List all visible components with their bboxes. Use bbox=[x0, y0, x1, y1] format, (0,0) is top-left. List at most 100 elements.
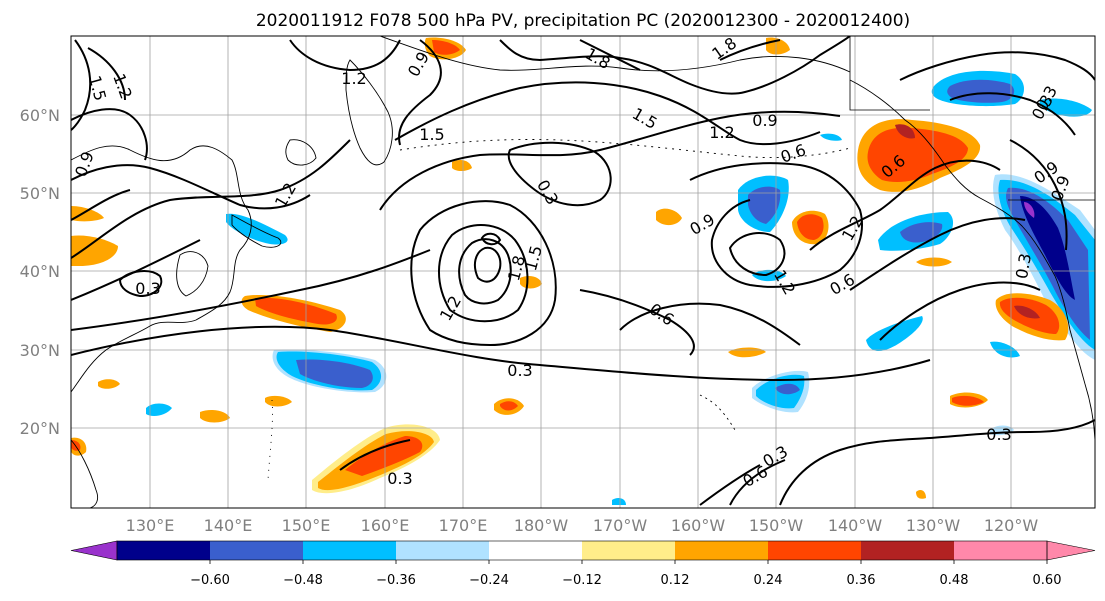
contour-line bbox=[579, 289, 695, 356]
contour-line bbox=[394, 81, 821, 146]
colorbar-segment bbox=[396, 541, 490, 560]
colorbar-segment bbox=[954, 541, 1048, 560]
shading-blob bbox=[916, 490, 926, 499]
shading-blob bbox=[345, 436, 423, 476]
lon-label: 140°E bbox=[204, 516, 253, 535]
contour-label: 0.3 bbox=[507, 361, 532, 380]
contour-line bbox=[379, 110, 841, 211]
contour-label: 1.2 bbox=[709, 123, 734, 142]
colorbar-tick-label: −0.24 bbox=[469, 573, 509, 588]
shading-blob bbox=[867, 127, 968, 182]
contour-line bbox=[438, 223, 529, 323]
lon-label: 120°W bbox=[984, 516, 1039, 535]
contour-line bbox=[398, 39, 442, 146]
contour-line bbox=[71, 189, 131, 221]
shading-blob bbox=[432, 40, 460, 55]
colorbar-extend-high bbox=[1046, 540, 1096, 561]
contour-line bbox=[473, 246, 502, 283]
contour-label: 0.3 bbox=[1012, 252, 1035, 280]
contour-line bbox=[507, 141, 612, 207]
shading-blob bbox=[1024, 202, 1035, 218]
colorbar-segment bbox=[117, 541, 211, 560]
lon-label: 170°W bbox=[593, 516, 648, 535]
canada-box bbox=[849, 36, 930, 111]
shading-blob bbox=[866, 316, 923, 351]
lon-label: 150°W bbox=[749, 516, 804, 535]
contour-line bbox=[71, 164, 311, 210]
contour-line bbox=[689, 162, 863, 288]
graticule bbox=[71, 36, 1095, 508]
shading-blob bbox=[71, 206, 104, 222]
lat-label: 50°N bbox=[20, 184, 60, 203]
contour-line bbox=[71, 39, 92, 131]
shading-blob bbox=[1014, 305, 1040, 319]
contour-line bbox=[71, 108, 148, 161]
shading-blob bbox=[797, 214, 824, 240]
contour-label: 1.5 bbox=[419, 125, 444, 144]
contour-line bbox=[339, 439, 411, 471]
shading-blob bbox=[226, 213, 288, 245]
contour-line bbox=[410, 200, 557, 347]
contour-line bbox=[879, 281, 1041, 341]
contour-label: 0.3 bbox=[135, 279, 160, 298]
contour-line bbox=[1009, 139, 1068, 251]
colorbar-segment bbox=[210, 541, 304, 560]
shading-blob bbox=[947, 79, 1015, 103]
colorbar-tick-label: −0.60 bbox=[190, 573, 230, 588]
philippines-coast bbox=[71, 439, 99, 508]
map-title: 2020011912 F078 500 hPa PV, precipitatio… bbox=[256, 11, 910, 31]
shading-blob bbox=[752, 269, 786, 282]
colorbar-tick-label: 0.36 bbox=[847, 573, 876, 588]
map-panel: 1.2 0.9 1.8 1.81.5 1.21.50.90.31.5 1.20.90.60… bbox=[70, 35, 1096, 509]
contour-line bbox=[699, 464, 761, 506]
latitude-labels: 60°N 50°N 40°N 30°N 20°N bbox=[20, 106, 60, 438]
lon-label: 160°E bbox=[361, 516, 410, 535]
japan-north bbox=[285, 139, 317, 166]
colorbar-tick-label: −0.48 bbox=[283, 573, 323, 588]
colorbar-segment bbox=[861, 541, 955, 560]
contour-line bbox=[499, 36, 851, 95]
shading-blob bbox=[296, 359, 373, 388]
shading-blob bbox=[775, 383, 800, 395]
colorbar-segment bbox=[303, 541, 397, 560]
map-frame bbox=[70, 35, 1096, 509]
lon-label: 180°W bbox=[514, 516, 569, 535]
lat-label: 20°N bbox=[20, 419, 60, 438]
shading-blob bbox=[748, 186, 781, 224]
shading-blob bbox=[500, 401, 518, 411]
contour-line bbox=[729, 459, 786, 506]
shading-blob bbox=[612, 497, 626, 505]
longitude-labels: 130°E 140°E 150°E 160°E 170°E 180°W 170°W 160°W… bbox=[126, 516, 1039, 535]
contour-line bbox=[579, 39, 641, 71]
contour-line bbox=[87, 47, 126, 101]
lon-label: 130°W bbox=[906, 516, 961, 535]
shading-blob bbox=[146, 403, 172, 416]
contour-line bbox=[719, 39, 781, 61]
colorbar-segment bbox=[582, 541, 676, 560]
contour-line bbox=[728, 232, 786, 277]
korea-coast bbox=[176, 251, 209, 297]
lat-label: 60°N bbox=[20, 106, 60, 125]
colorbar: −0.60 −0.48 −0.36 −0.24 −0.12 0.12 0.24 0.36 0.4… bbox=[70, 540, 1096, 588]
contour-line bbox=[899, 51, 1095, 81]
contour-label: 0.3 bbox=[387, 469, 412, 488]
colorbar-segment bbox=[675, 541, 769, 560]
shading-blob bbox=[916, 257, 952, 267]
kamchatka-coast bbox=[345, 59, 393, 166]
contour-line bbox=[289, 39, 401, 72]
hawaii-islands bbox=[699, 394, 736, 431]
colorbar-segment bbox=[768, 541, 862, 560]
shading-blob bbox=[520, 276, 542, 289]
contour-line bbox=[849, 217, 1026, 291]
contour-line bbox=[619, 302, 801, 346]
lon-label: 150°E bbox=[282, 516, 331, 535]
shading-blob bbox=[990, 341, 1020, 358]
contour-label: 1.2 bbox=[341, 69, 366, 88]
shading-blob bbox=[200, 410, 230, 423]
shading-blob bbox=[98, 379, 120, 389]
shading-blob bbox=[820, 133, 842, 141]
contour-line bbox=[118, 270, 163, 298]
shading-blob bbox=[255, 297, 337, 325]
contour-line bbox=[458, 238, 512, 305]
asia-coast bbox=[71, 145, 252, 393]
